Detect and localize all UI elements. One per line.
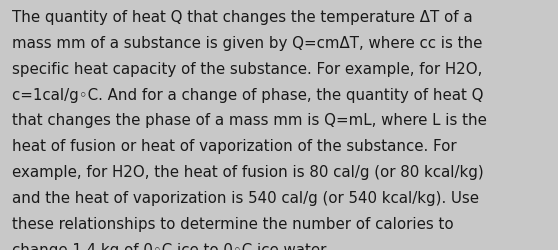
Text: that changes the phase of a mass mm is Q=mL, where L is the: that changes the phase of a mass mm is Q… xyxy=(12,113,487,128)
Text: mass mm of a substance is given by Q=cmΔT, where cc is the: mass mm of a substance is given by Q=cmΔ… xyxy=(12,36,483,51)
Text: c=1cal/g◦C. And for a change of phase, the quantity of heat Q: c=1cal/g◦C. And for a change of phase, t… xyxy=(12,87,484,102)
Text: change 1.4 kg of 0◦C ice to 0◦C ice water: change 1.4 kg of 0◦C ice to 0◦C ice wate… xyxy=(12,242,326,250)
Text: these relationships to determine the number of calories to: these relationships to determine the num… xyxy=(12,216,454,231)
Text: specific heat capacity of the substance. For example, for H2O,: specific heat capacity of the substance.… xyxy=(12,62,483,76)
Text: heat of fusion or heat of vaporization of the substance. For: heat of fusion or heat of vaporization o… xyxy=(12,139,457,154)
Text: and the heat of vaporization is 540 cal/g (or 540 kcal/kg). Use: and the heat of vaporization is 540 cal/… xyxy=(12,190,479,205)
Text: The quantity of heat Q that changes the temperature ΔT of a: The quantity of heat Q that changes the … xyxy=(12,10,473,25)
Text: example, for H2O, the heat of fusion is 80 cal/g (or 80 kcal/kg): example, for H2O, the heat of fusion is … xyxy=(12,164,484,180)
